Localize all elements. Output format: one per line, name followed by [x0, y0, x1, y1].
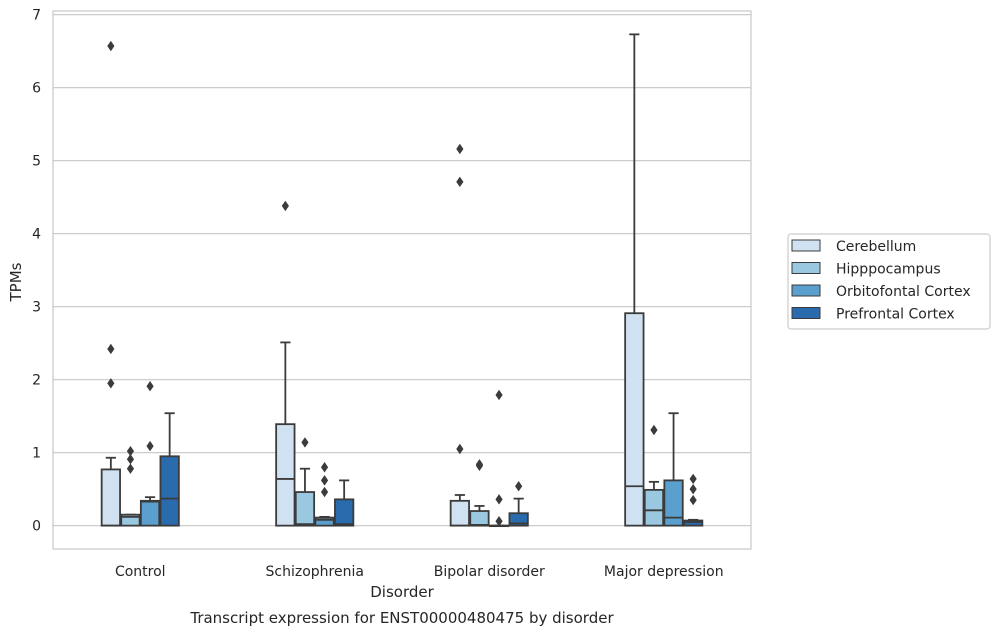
box-body: [139, 499, 161, 527]
outlier-point: [126, 463, 135, 474]
outlier-point: [689, 494, 697, 506]
box-orbitofontal-cortex-1: [314, 462, 335, 527]
box-body: [120, 513, 141, 527]
outlier-point: [495, 494, 503, 505]
box-cerebellum-1: [275, 200, 296, 527]
y-tick-label: 5: [32, 154, 41, 170]
y-tick-label: 6: [32, 81, 41, 97]
outlier-point: [146, 440, 154, 452]
box-orbitofontal-cortex-2: [488, 389, 510, 528]
outlier-point: [456, 143, 464, 155]
box-body: [469, 510, 490, 527]
outlier-point: [301, 437, 309, 448]
y-tick-label: 2: [32, 373, 41, 389]
box-body: [334, 498, 355, 527]
box-hipppocampus-2: [469, 459, 490, 527]
outlier-point: [650, 424, 658, 436]
outlier-point: [495, 389, 503, 401]
outlier-point: [107, 378, 115, 389]
legend-swatch: [791, 307, 821, 319]
box-prefrontal-cortex-0: [159, 412, 180, 527]
outlier-point: [107, 343, 115, 355]
x-axis-label: Disorder: [370, 583, 434, 601]
outlier-point: [320, 475, 329, 486]
outlier-point: [456, 176, 464, 188]
legend: Cerebellum Hipppocampus Orbitofontal Corte…: [787, 233, 991, 330]
box-body: [314, 516, 335, 527]
box-body: [663, 479, 684, 527]
box-body: [294, 491, 316, 527]
x-tick-label: Control: [115, 564, 166, 580]
x-tick-label: Schizophrenia: [266, 564, 364, 580]
box-body: [683, 519, 704, 527]
outlier-point: [146, 381, 154, 392]
legend-label: Cerebellum: [836, 239, 916, 255]
y-tick-label: 1: [32, 446, 41, 462]
box-orbitofontal-cortex-0: [139, 381, 161, 527]
outlier-point: [689, 483, 697, 495]
box-prefrontal-cortex-3: [683, 473, 704, 527]
y-tick-labels: 0 1 2 3 4 5 6 7: [32, 8, 41, 535]
outlier-point: [320, 486, 329, 498]
box-body: [159, 455, 180, 527]
legend-label: Orbitofontal Cortex: [836, 284, 971, 300]
x-tick-labels: Control Schizophrenia Bipolar disorder Majo…: [115, 564, 724, 580]
box-body: [624, 312, 645, 527]
outlier-point: [475, 459, 484, 470]
box-body: [508, 512, 529, 527]
outlier-point: [281, 200, 289, 212]
legend-swatch: [791, 239, 821, 252]
box-body: [643, 488, 665, 527]
box-hipppocampus-1: [294, 437, 316, 527]
box-cerebellum-2: [449, 143, 470, 527]
gridlines: [53, 14, 751, 527]
outlier-point: [689, 473, 697, 485]
box-body: [275, 423, 296, 527]
outlier-point: [456, 443, 464, 455]
y-tick-label: 4: [32, 227, 41, 243]
box-hipppocampus-0: [120, 445, 141, 527]
box-body: [449, 499, 470, 527]
box-prefrontal-cortex-2: [508, 481, 529, 527]
box-cerebellum-3: [624, 33, 645, 527]
outlier-point: [107, 40, 115, 52]
x-tick-label: Major depression: [604, 564, 724, 580]
plot-frame: [52, 10, 752, 550]
x-tick-label: Bipolar disorder: [434, 564, 545, 580]
box-hipppocampus-3: [643, 424, 665, 527]
outlier-point: [495, 516, 503, 527]
legend-label: Hipppocampus: [836, 262, 941, 278]
legend-swatch: [791, 284, 821, 297]
outlier-point: [126, 445, 135, 457]
y-tick-label: 7: [32, 8, 41, 24]
outlier-point: [515, 481, 523, 492]
box-body: [100, 468, 121, 527]
y-tick-label: 0: [32, 519, 41, 535]
legend-frame: [787, 233, 991, 330]
legend-swatch: [791, 262, 821, 274]
boxes: [100, 33, 704, 528]
y-axis-label: TPMs: [7, 262, 25, 302]
box-cerebellum-0: [100, 40, 121, 527]
outlier-point: [126, 454, 135, 465]
chart-caption: Transcript expression for ENST0000048047…: [189, 609, 614, 627]
box-orbitofontal-cortex-3: [663, 412, 684, 527]
legend-label: Prefrontal Cortex: [836, 307, 955, 323]
y-tick-label: 3: [32, 300, 41, 316]
box-prefrontal-cortex-1: [334, 479, 355, 527]
outlier-point: [320, 462, 329, 473]
